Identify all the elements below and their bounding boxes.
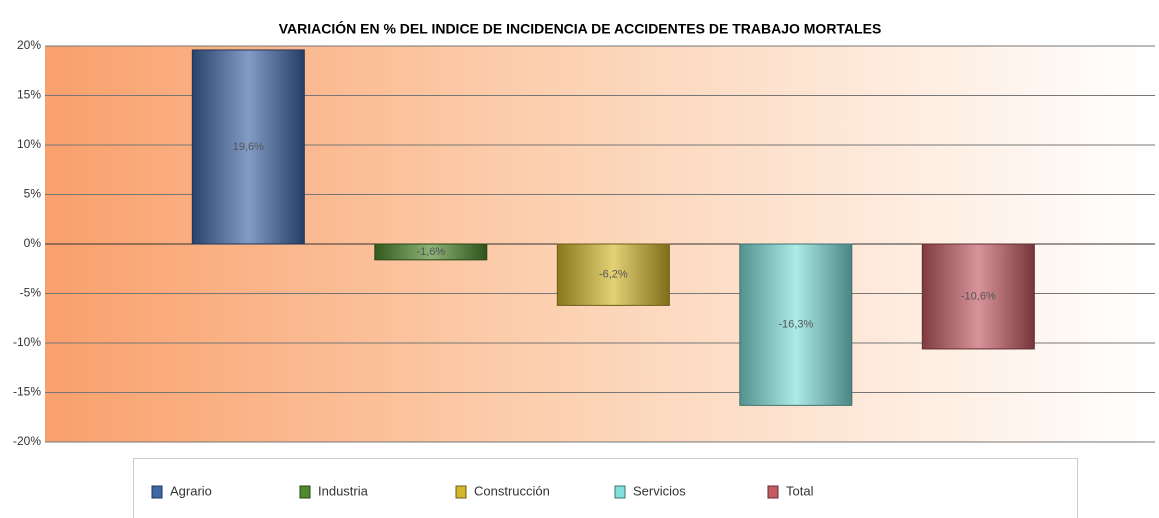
legend-swatch <box>151 485 163 499</box>
y-tick-label: -20% <box>13 434 41 448</box>
y-tick-label: 10% <box>17 137 41 151</box>
value-label: 19,6% <box>233 141 264 153</box>
y-tick-label: -5% <box>20 286 42 300</box>
y-tick-label: 20% <box>17 38 41 52</box>
legend-swatch <box>767 485 779 499</box>
legend-label: Construcción <box>474 483 550 498</box>
legend-label: Servicios <box>633 483 686 498</box>
legend-label: Total <box>786 483 814 498</box>
y-tick-label: 15% <box>17 88 41 102</box>
legend-swatch <box>455 485 467 499</box>
bar <box>921 243 1035 350</box>
y-tick-label: 5% <box>24 187 42 201</box>
y-tick-label: -15% <box>13 385 41 399</box>
value-label: -10,6% <box>961 290 996 302</box>
value-label: -1,6% <box>416 246 445 258</box>
bar <box>374 243 488 261</box>
legend-swatch <box>299 485 311 499</box>
legend-swatch <box>614 485 626 499</box>
bar <box>739 243 853 406</box>
value-label: -6,2% <box>599 269 628 281</box>
legend-label: Agrario <box>170 483 212 498</box>
bar <box>556 243 670 306</box>
chart-title: VARIACIÓN EN % DEL INDICE DE INCIDENCIA … <box>279 20 882 37</box>
bar <box>191 49 305 245</box>
legend-box <box>133 458 1078 518</box>
y-tick-label: -10% <box>13 335 41 349</box>
value-label: -16,3% <box>778 319 813 331</box>
legend-label: Industria <box>318 483 369 498</box>
y-tick-label: 0% <box>24 236 42 250</box>
